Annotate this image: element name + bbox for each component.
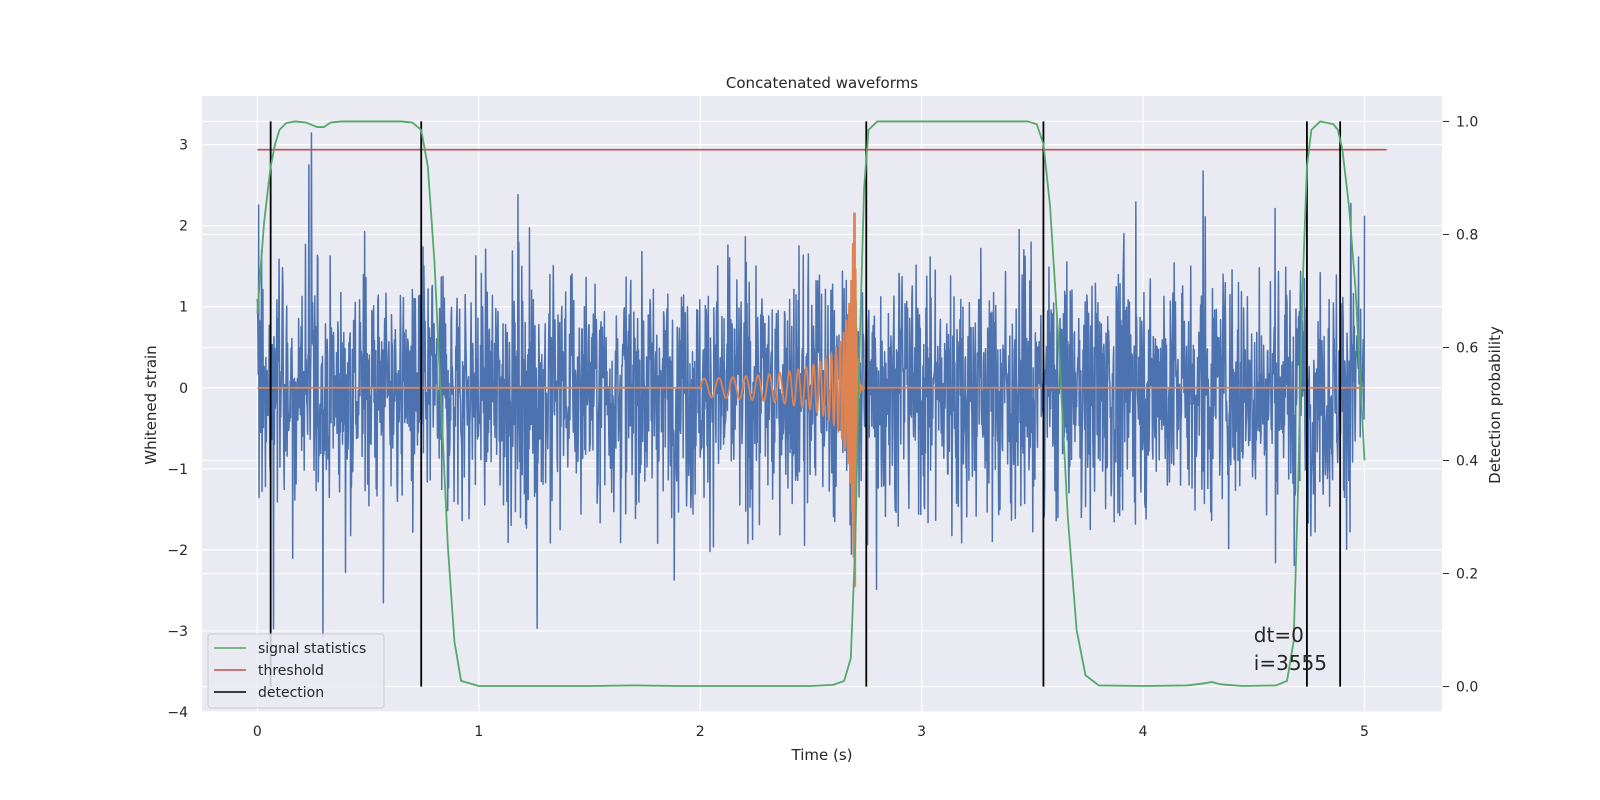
annotations: dt=0 i=3555: [1254, 623, 1327, 675]
y-right-tick-label: 0.4: [1456, 454, 1478, 470]
chirp-line: [257, 212, 1365, 588]
legend-box: [207, 633, 385, 709]
y-tick-label: −2: [167, 543, 188, 559]
chart-title: Concatenated waveforms: [726, 74, 918, 92]
y-tick-label: 0: [179, 381, 188, 397]
legend-label-detection: detection: [258, 685, 324, 701]
x-tick-label: 5: [1360, 724, 1369, 740]
signal-statistics-line: [256, 120, 1366, 687]
x-tick-label: 4: [1139, 724, 1148, 740]
y-right-tick-label: 0.2: [1456, 567, 1478, 583]
y-tick-label: −3: [167, 624, 188, 640]
y-tick-label: 3: [179, 138, 188, 154]
annotation-dt: dt=0: [1254, 623, 1304, 647]
x-tick-label: 3: [917, 724, 926, 740]
chirp-series: [257, 212, 1365, 588]
annotation-i: i=3555: [1254, 651, 1327, 675]
y-axis-label: Whitened strain: [142, 345, 160, 464]
signal-statistics-series: [256, 120, 1366, 687]
y-tick-label: −4: [167, 705, 188, 721]
y-tick-label: 1: [179, 300, 188, 316]
x-tick-label: 0: [253, 724, 262, 740]
y-right-tick-label: 0.0: [1456, 680, 1478, 696]
x-axis-label: Time (s): [791, 746, 853, 764]
y-right-tick-label: 1.0: [1456, 114, 1478, 130]
x-tick-label: 1: [474, 724, 483, 740]
y-axis-label-right: Detection probability: [1486, 326, 1504, 484]
legend-label-signal-statistics: signal statistics: [258, 641, 366, 657]
axis-ticks: 0 1 2 3 4 5 −4 −3 −2 −1 0 1 2 3 0.0 0.2 0.4 0.6 0.8 1.0: [167, 114, 1478, 740]
y-right-tick-label: 0.8: [1456, 227, 1478, 243]
legend: signal statistics threshold detection: [207, 633, 385, 709]
y-right-tick-label: 0.6: [1456, 340, 1478, 356]
y-tick-label: 2: [179, 219, 188, 235]
y-tick-label: −1: [167, 462, 188, 478]
detection-series: [269, 121, 1342, 687]
x-tick-label: 2: [696, 724, 705, 740]
legend-label-threshold: threshold: [258, 663, 324, 679]
